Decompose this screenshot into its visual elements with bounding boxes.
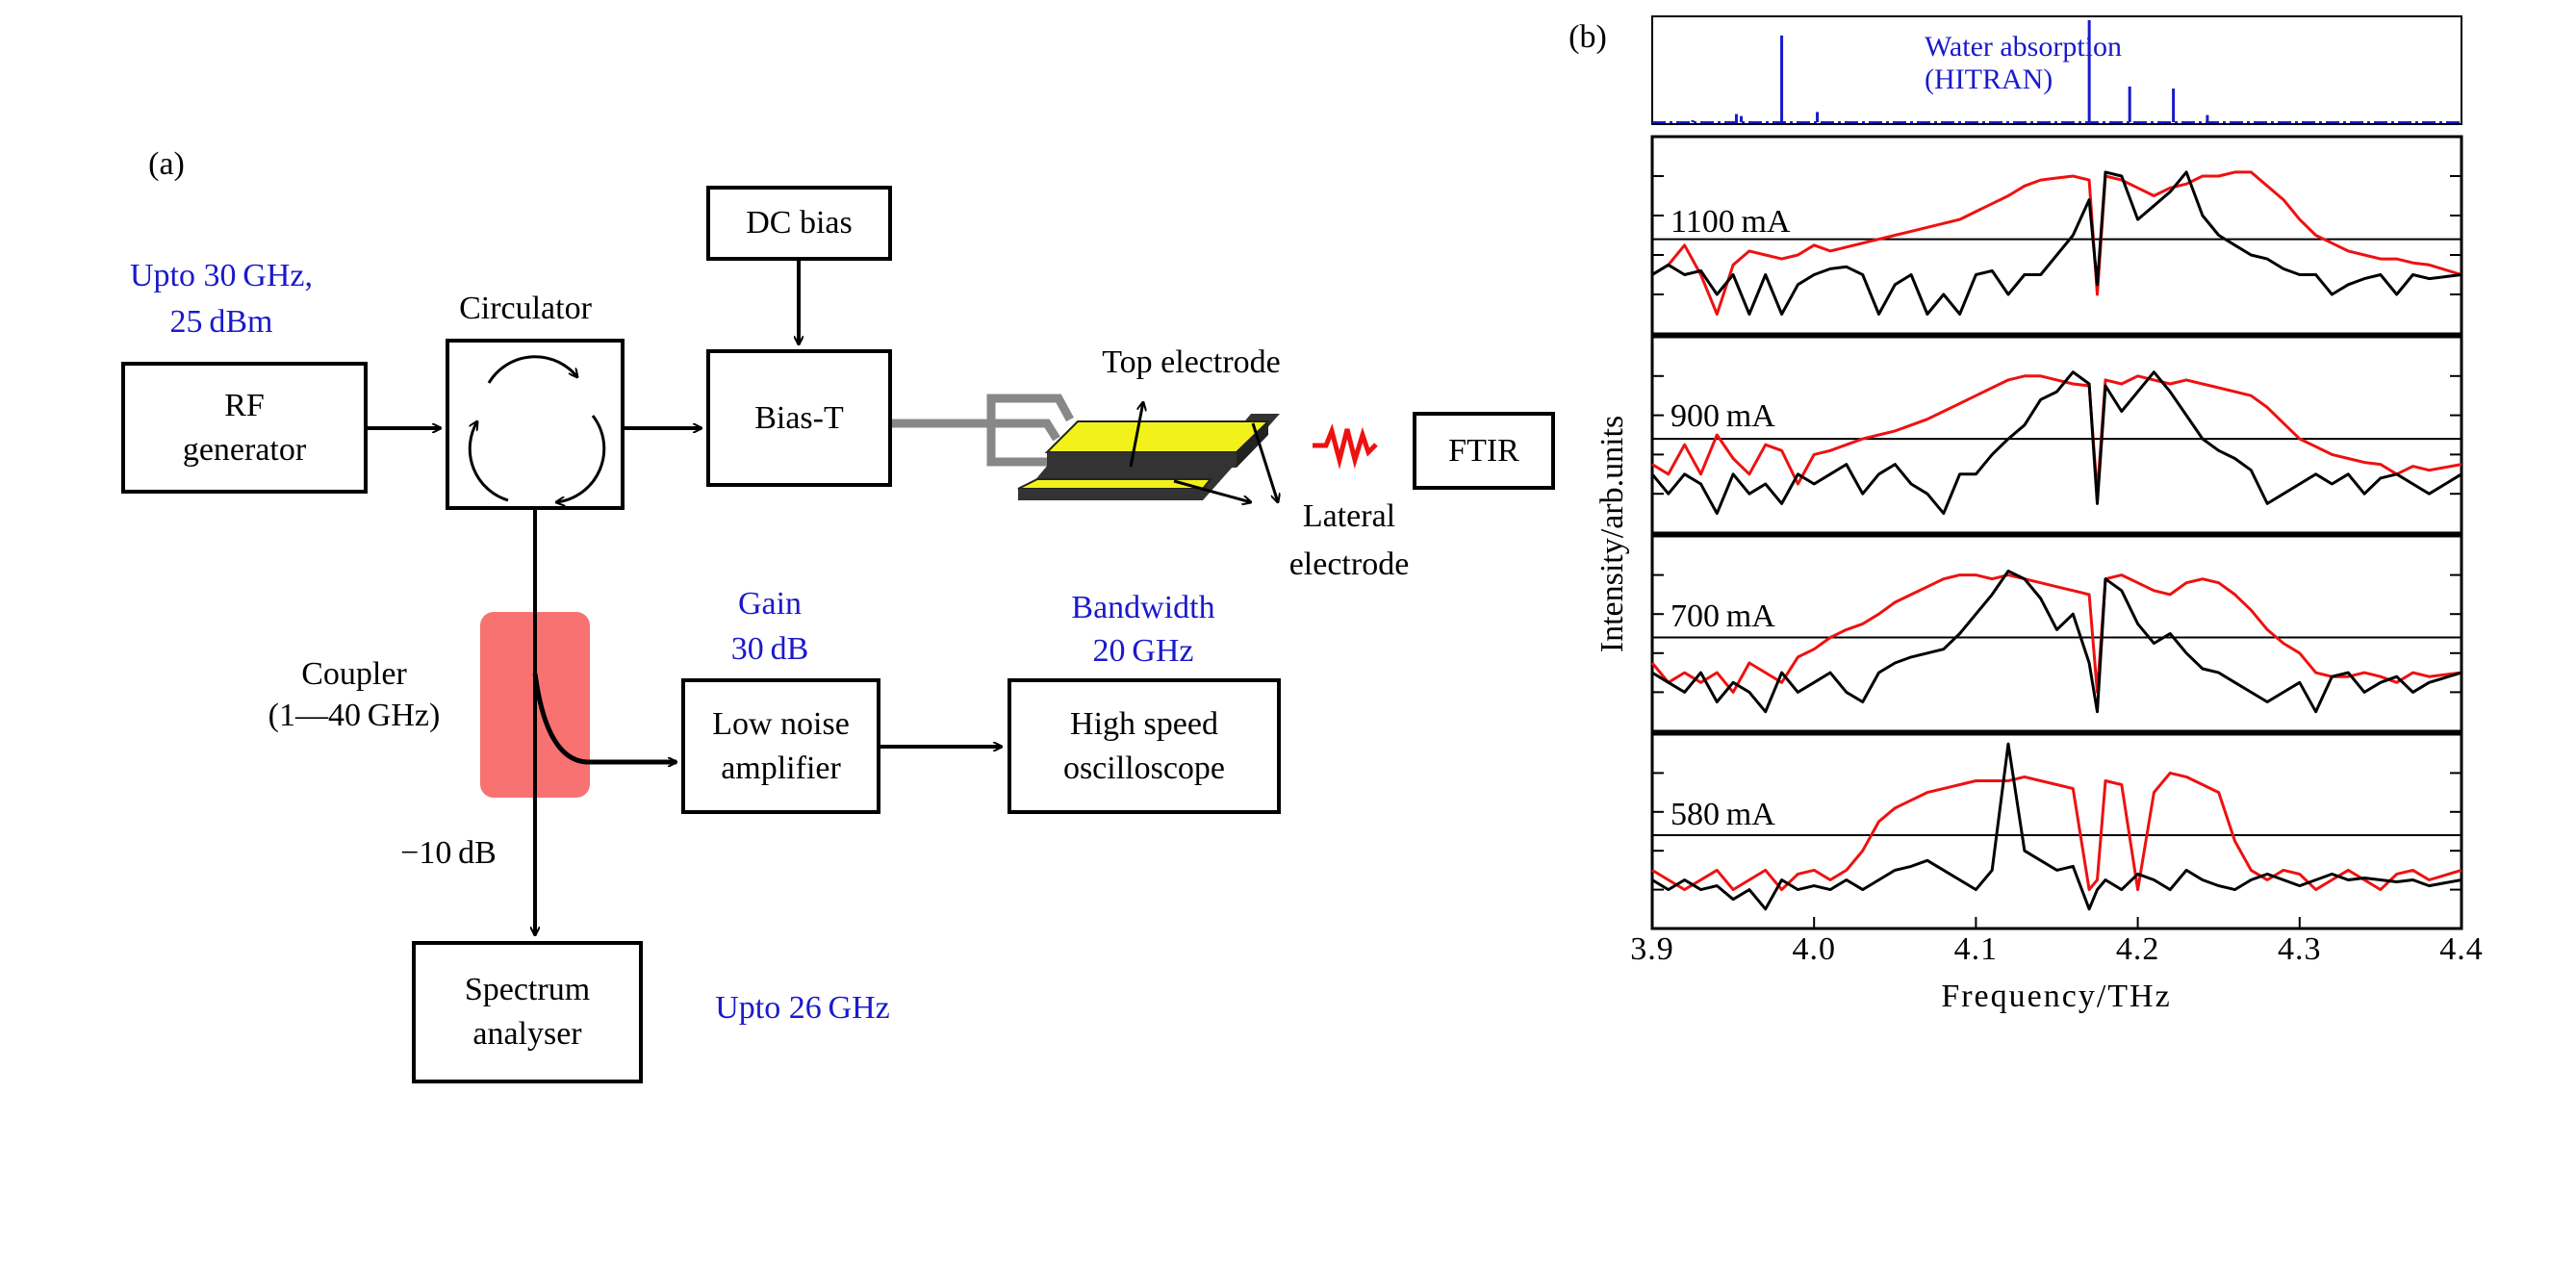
spectrum-analyser-line1: Spectrum	[464, 972, 591, 1008]
rf-generator-box: RF generator	[121, 362, 368, 494]
water-panel-frame	[1651, 15, 2462, 125]
rf-spec-line2: 25 dBm	[169, 304, 273, 340]
x-tick-label: 4.4	[2439, 931, 2484, 967]
ftir-box: FTIR	[1413, 412, 1555, 490]
bandwidth-line1: Bandwidth	[1071, 590, 1215, 625]
spectrum-black-line	[1650, 370, 2462, 516]
dc-bias-label: DC bias	[746, 205, 853, 242]
lna-line1: Low noise	[712, 705, 850, 742]
panel-label-580ma: 580 mA	[1671, 797, 1775, 832]
coupler-branch-arrow	[532, 673, 676, 762]
y-axis-label: Intensity/arb.units	[1594, 415, 1630, 653]
panel-b-label: (b)	[1569, 19, 1607, 55]
spectrum-panel-frame	[1650, 534, 2463, 733]
spectrum-analyser-spec: Upto 26 GHz	[715, 990, 890, 1026]
circulator-arrow-icon	[468, 421, 509, 502]
x-tick-label: 4.2	[2115, 931, 2160, 967]
panel-a-label: (a)	[148, 146, 185, 182]
spectrum-red-line	[1651, 374, 2462, 496]
x-axis-label: Frequency/THz	[1941, 979, 2172, 1014]
low-noise-amplifier-box: Low noise amplifier	[681, 678, 880, 814]
spectrum-black-line	[1651, 170, 2462, 316]
x-tick-label: 4.1	[1953, 931, 1999, 967]
x-tick-label: 3.9	[1630, 931, 1674, 967]
water-legend-line1: Water absorption	[1925, 31, 2123, 63]
bias-t-label: Bias-T	[754, 399, 844, 436]
rf-spec-line1: Upto 30 GHz,	[129, 258, 314, 293]
spectrum-panel-frame	[1650, 135, 2463, 336]
spectrum-red-line	[1650, 573, 2462, 694]
thz-emission-wave-icon	[1313, 423, 1378, 470]
spectrum-black-line	[1651, 570, 2462, 714]
bandwidth-line2: 20 GHz	[1092, 633, 1194, 669]
coupler-line1: Coupler	[301, 656, 407, 692]
spectrum-black-line	[1651, 742, 2462, 911]
water-legend-line2: (HITRAN)	[1925, 64, 2053, 95]
panel-label-700ma: 700 mA	[1671, 598, 1775, 634]
spectrum-red-line	[1651, 170, 2462, 316]
panel-label-1100ma: 1100 mA	[1671, 204, 1791, 240]
gain-line1: Gain	[737, 586, 803, 622]
circulator-box	[446, 339, 625, 510]
bias-t-box: Bias-T	[706, 349, 892, 487]
spectrum-analyser-box: Spectrum analyser	[412, 941, 643, 1083]
oscilloscope-box: High speed oscilloscope	[1007, 678, 1281, 814]
rf-generator-line1: RF	[224, 387, 265, 423]
dc-bias-box: DC bias	[706, 186, 892, 261]
lna-line2: amplifier	[721, 750, 841, 786]
oscilloscope-line2: oscilloscope	[1062, 750, 1226, 786]
x-tick-label: 4.0	[1792, 931, 1836, 967]
x-tick-label: 4.3	[2278, 931, 2322, 967]
lateral-electrode-line2: electrode	[1288, 547, 1410, 582]
attenuation-label: −10 dB	[400, 835, 497, 871]
oscilloscope-line1: High speed	[1070, 705, 1218, 742]
gain-line2: 30 dB	[730, 631, 809, 667]
ftir-label: FTIR	[1448, 432, 1519, 469]
diagram-connections	[368, 261, 1378, 1272]
spectrum-analyser-line2: analyser	[472, 1016, 582, 1052]
panel-label-900ma: 900 mA	[1671, 398, 1775, 434]
circulator-arrow-icon	[556, 415, 606, 502]
lateral-electrode-line1: Lateral	[1302, 498, 1396, 534]
circulator-label: Circulator	[459, 291, 592, 326]
top-electrode-label: Top electrode	[1102, 344, 1281, 380]
coupler-line2: (1—40 GHz)	[268, 698, 441, 733]
circulator-arrow-icon	[487, 355, 577, 384]
rf-generator-line2: generator	[182, 431, 307, 468]
spectrum-panel-frame	[1650, 732, 2463, 930]
spectrum-panel-frame	[1650, 335, 2463, 535]
laser-device-icon	[1017, 402, 1280, 502]
